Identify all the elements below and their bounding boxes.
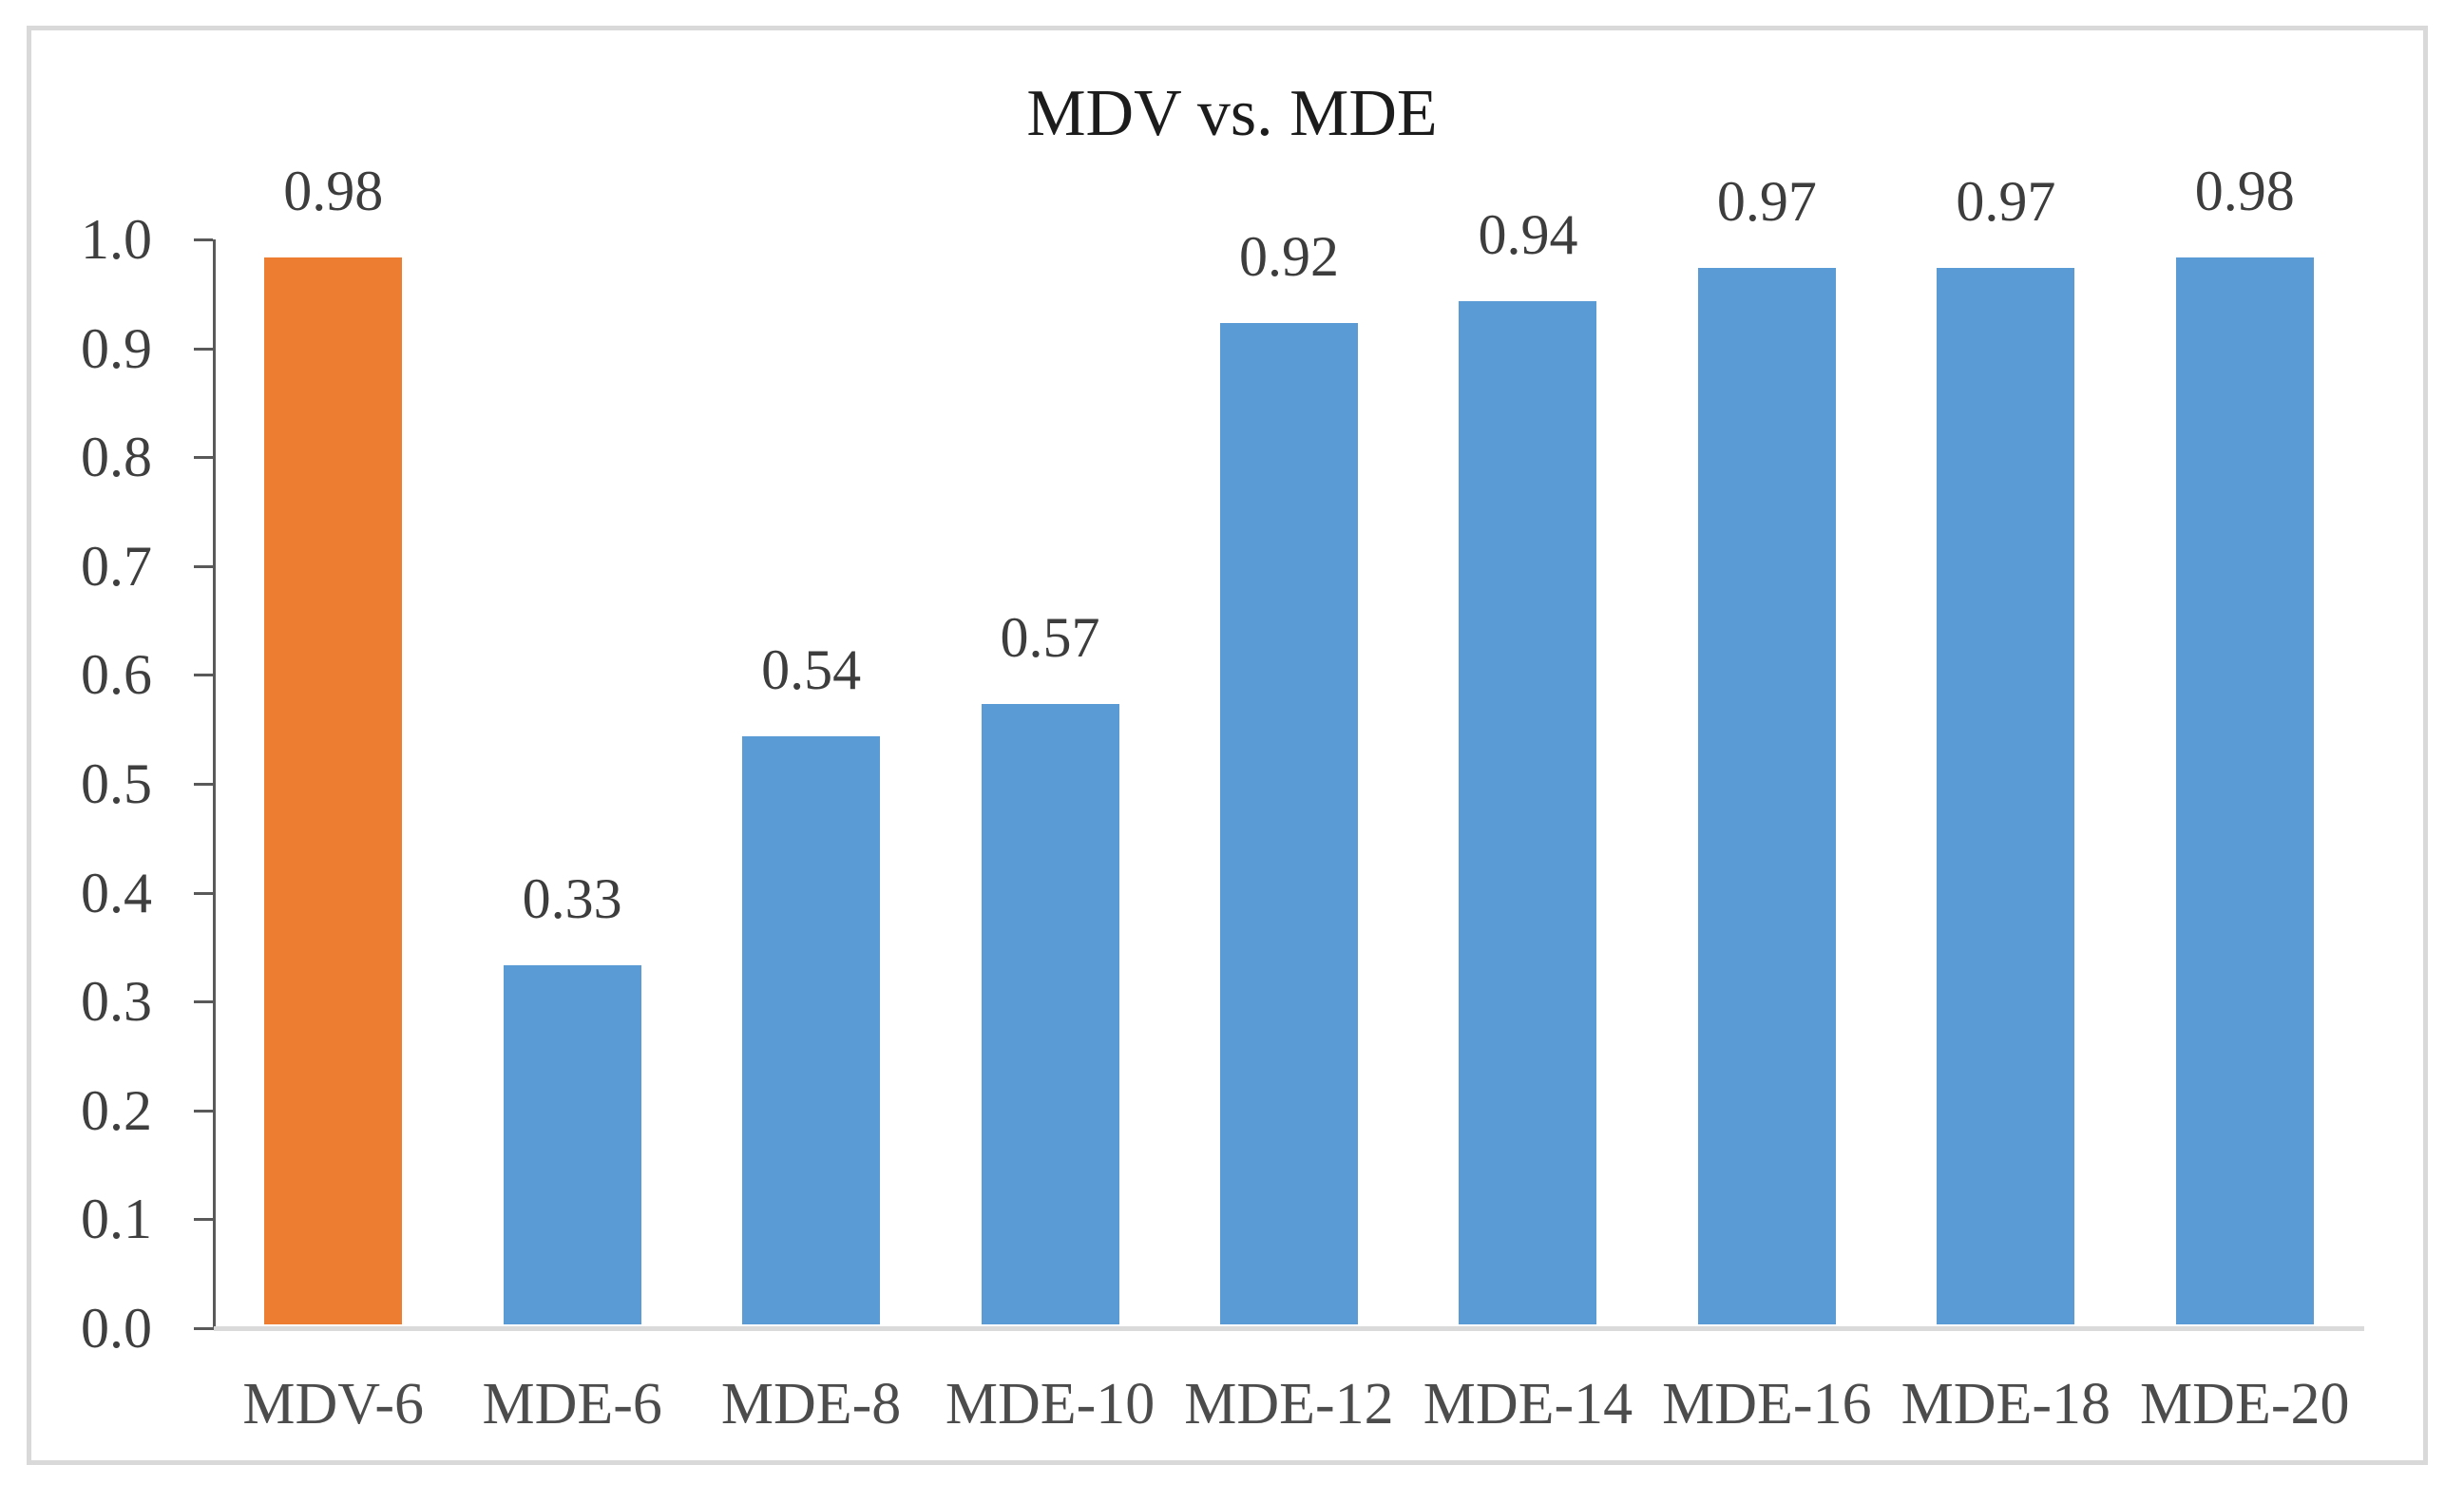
y-axis-tick <box>194 783 213 786</box>
bar-value-label: 0.54 <box>761 638 862 702</box>
y-axis-tick-label: 0.4 <box>81 861 152 924</box>
y-axis-tick <box>194 1218 213 1222</box>
y-axis-tick <box>194 1327 213 1330</box>
x-axis-category-label: MDE-14 <box>1423 1372 1633 1436</box>
y-axis-tick-label: 0.5 <box>81 752 152 815</box>
y-axis-tick-label: 0.1 <box>81 1188 152 1251</box>
bar-value-label: 0.92 <box>1238 224 1339 288</box>
y-axis-tick-label: 0.6 <box>81 643 152 707</box>
x-axis-category-label: MDE-12 <box>1184 1372 1394 1436</box>
bar-mde-8 <box>742 736 881 1324</box>
y-axis-tick <box>194 238 213 241</box>
x-axis-category-label: MDE-16 <box>1662 1372 1872 1436</box>
y-axis-tick <box>194 456 213 460</box>
y-axis-tick-label: 0.9 <box>81 316 152 380</box>
bar-value-label: 0.98 <box>283 159 384 222</box>
bar-value-label: 0.97 <box>1716 170 1817 234</box>
y-axis-tick-label: 0.8 <box>81 426 152 489</box>
x-axis-category-label: MDE-10 <box>945 1372 1156 1436</box>
y-axis-line <box>213 239 216 1330</box>
x-axis-category-label: MDE-8 <box>720 1372 902 1436</box>
chart-title: MDV vs. MDE <box>1026 77 1438 150</box>
y-axis-tick-label: 1.0 <box>81 208 152 271</box>
bar-value-label: 0.57 <box>1000 605 1100 669</box>
bar-mde-12 <box>1220 322 1358 1324</box>
bar-mde-10 <box>981 703 1119 1324</box>
y-axis-tick <box>194 1109 213 1113</box>
bar-mdv-6 <box>264 257 403 1324</box>
y-axis-tick-label: 0.3 <box>81 970 152 1034</box>
x-axis-category-label: MDE-6 <box>482 1372 662 1436</box>
y-axis-tick <box>194 1000 213 1004</box>
y-axis-tick <box>194 564 213 568</box>
y-axis-tick-label: 0.0 <box>81 1297 152 1360</box>
bar-mde-16 <box>1697 268 1836 1324</box>
y-axis-tick <box>194 891 213 895</box>
bar-value-label: 0.33 <box>522 866 622 930</box>
bar-mde-18 <box>1937 268 2075 1324</box>
bar-mde-14 <box>1459 300 1597 1324</box>
bar-value-label: 0.94 <box>1478 202 1578 266</box>
x-axis-category-label: MDV-6 <box>242 1372 425 1436</box>
y-axis-tick <box>194 674 213 677</box>
plot-area: 0.0 0.1 0.2 0.3 0.4 0.5 0.6 0.7 0.8 0.9 1.0 0.98 0.… <box>81 161 2364 1436</box>
bar-mde-6 <box>503 964 641 1324</box>
x-axis-baseline <box>214 1326 2364 1331</box>
bar-value-label: 0.98 <box>2194 159 2295 222</box>
y-axis-tick-label: 0.7 <box>81 534 152 598</box>
bar-mde-20 <box>2175 257 2314 1324</box>
y-axis-tick <box>194 347 213 351</box>
y-axis-tick-label: 0.2 <box>81 1078 152 1142</box>
x-axis-category-label: MDE-18 <box>1901 1372 2111 1436</box>
bar-value-label: 0.97 <box>1956 170 2056 234</box>
x-axis-category-label: MDE-20 <box>2140 1372 2350 1436</box>
